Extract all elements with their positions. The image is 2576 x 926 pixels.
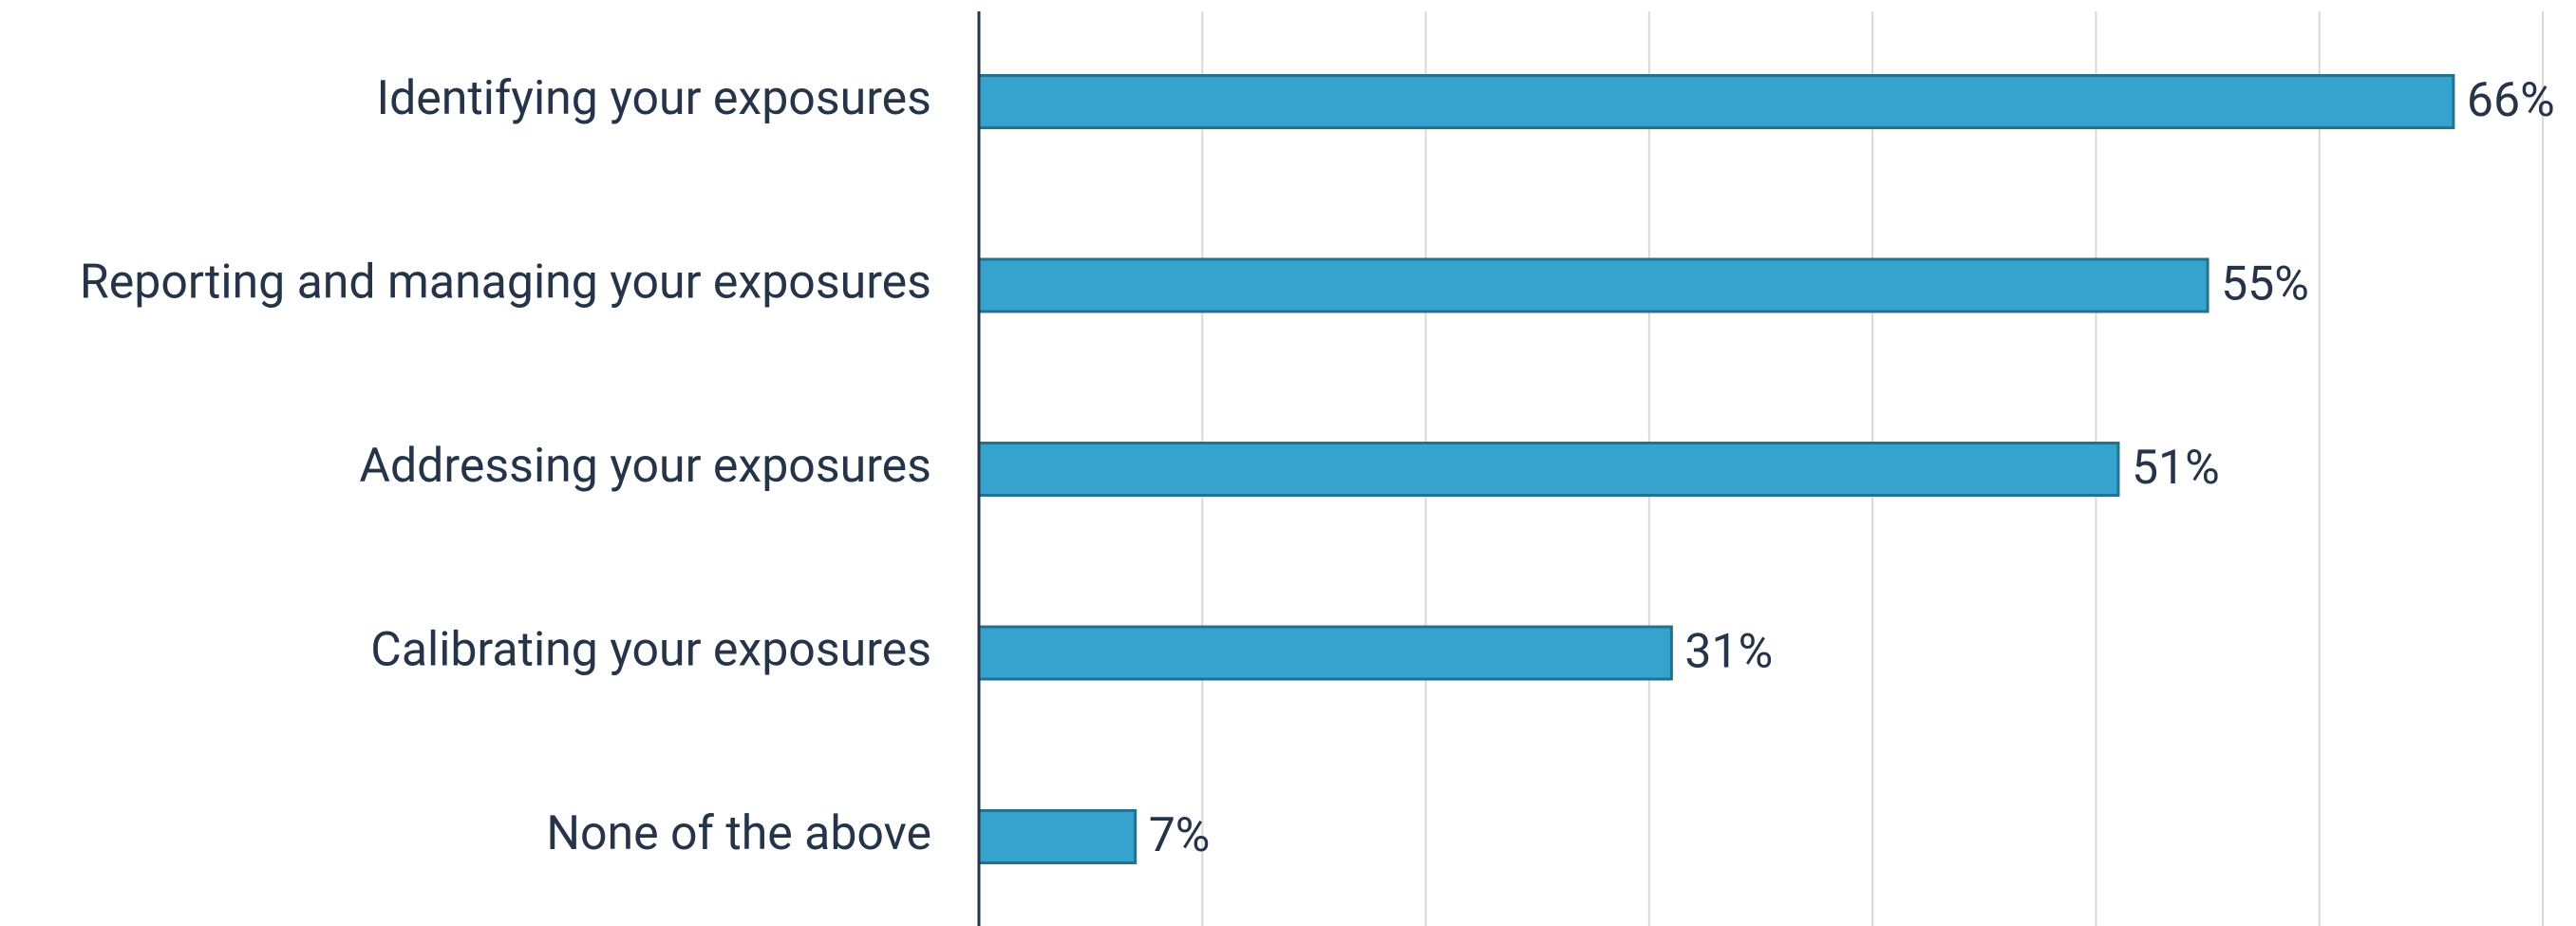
category-label: Calibrating your exposures — [370, 623, 931, 678]
category-label: Addressing your exposures — [359, 439, 931, 494]
category-label: Identifying your exposures — [376, 71, 931, 126]
value-label: 55% — [2221, 257, 2309, 312]
value-label: 66% — [2467, 73, 2555, 128]
value-label: 31% — [1684, 625, 1773, 680]
category-label: Reporting and managing your exposures — [80, 255, 931, 311]
value-label: 7% — [1149, 808, 1211, 863]
bar — [977, 809, 1138, 864]
value-label: 51% — [2132, 441, 2220, 496]
bar — [977, 74, 2455, 129]
bar — [977, 625, 1673, 681]
category-label: None of the above — [546, 806, 931, 861]
bar — [977, 257, 2209, 313]
bar — [977, 442, 2120, 497]
